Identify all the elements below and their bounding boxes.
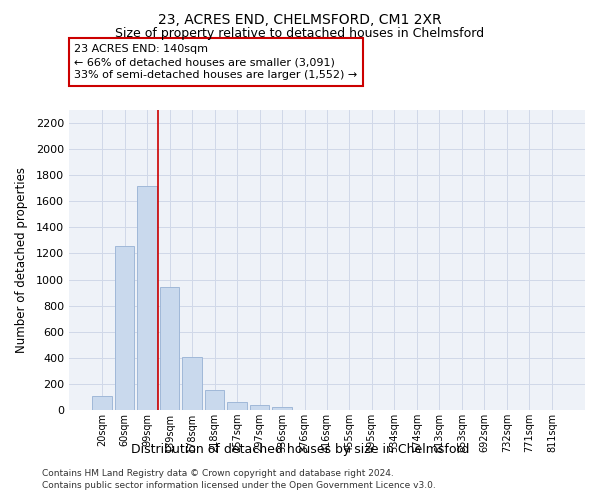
Text: 23 ACRES END: 140sqm
← 66% of detached houses are smaller (3,091)
33% of semi-de: 23 ACRES END: 140sqm ← 66% of detached h…	[74, 44, 358, 80]
Bar	[160, 288, 179, 410]
Bar	[205, 390, 224, 410]
Bar	[182, 356, 202, 410]
Text: Distribution of detached houses by size in Chelmsford: Distribution of detached houses by size …	[131, 442, 469, 456]
Text: Contains HM Land Registry data © Crown copyright and database right 2024.: Contains HM Land Registry data © Crown c…	[42, 468, 394, 477]
Bar	[137, 186, 157, 410]
Bar	[272, 407, 292, 410]
Bar	[250, 405, 269, 410]
Text: Contains public sector information licensed under the Open Government Licence v3: Contains public sector information licen…	[42, 481, 436, 490]
Bar	[92, 396, 112, 410]
Bar	[115, 246, 134, 410]
Text: 23, ACRES END, CHELMSFORD, CM1 2XR: 23, ACRES END, CHELMSFORD, CM1 2XR	[158, 12, 442, 26]
Bar	[227, 402, 247, 410]
Text: Size of property relative to detached houses in Chelmsford: Size of property relative to detached ho…	[115, 28, 485, 40]
Y-axis label: Number of detached properties: Number of detached properties	[14, 167, 28, 353]
